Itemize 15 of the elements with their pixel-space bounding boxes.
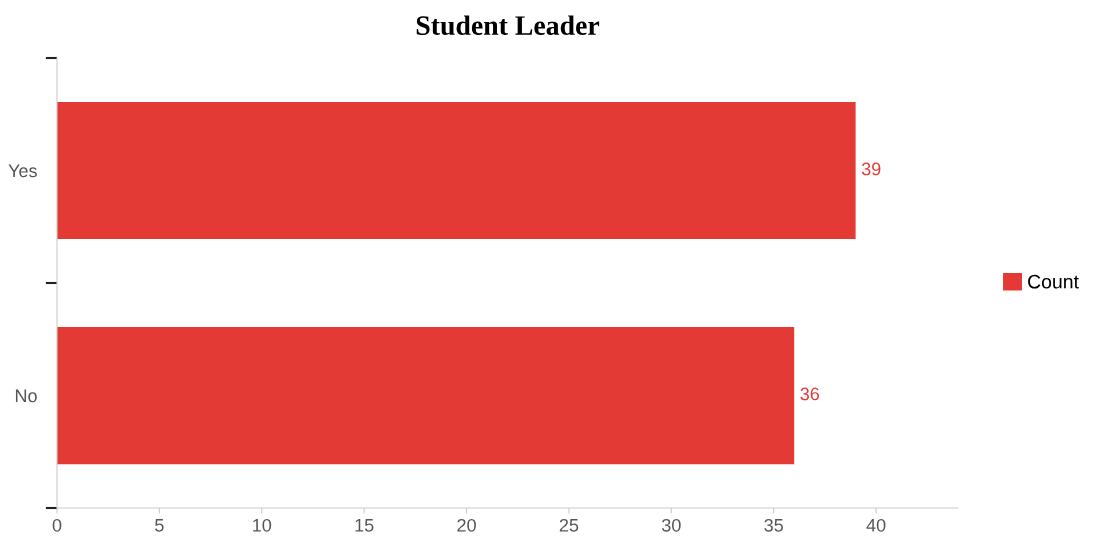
x-tick-label: 0 xyxy=(52,518,62,532)
x-tick-label: 5 xyxy=(155,519,164,532)
y-tick-label: Yes xyxy=(8,164,37,178)
x-tick-label: 25 xyxy=(559,518,579,532)
x-tick-label: 30 xyxy=(661,518,681,532)
x-tick-label: 15 xyxy=(355,519,374,532)
data-label: 36 xyxy=(800,387,820,401)
y-tick-label: No xyxy=(15,389,37,403)
chart-title: Student Leader xyxy=(416,15,600,36)
x-tick-label: 10 xyxy=(253,518,272,532)
legend-label: Count xyxy=(1028,274,1079,289)
x-tick-label: 35 xyxy=(764,518,783,532)
x-tick-label: 40 xyxy=(866,518,886,532)
x-tick-label: 20 xyxy=(457,518,476,532)
data-label: 39 xyxy=(861,162,881,176)
